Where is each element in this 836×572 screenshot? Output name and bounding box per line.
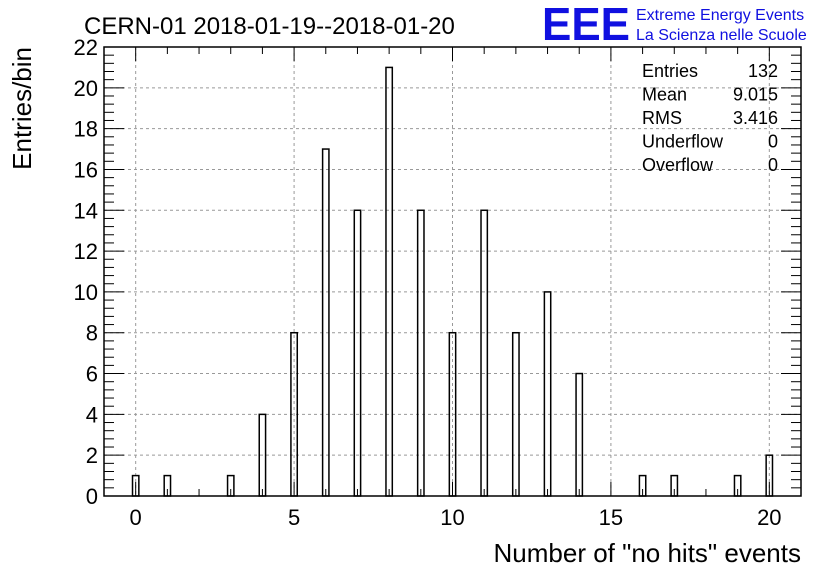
histogram-bar xyxy=(385,66,394,497)
y-tick-label: 6 xyxy=(86,362,98,387)
histogram-bar xyxy=(543,291,552,497)
logo-letters: EEE xyxy=(542,0,630,50)
stats-label: Entries xyxy=(642,61,698,81)
histogram-bar xyxy=(416,209,425,497)
x-tick-label: 0 xyxy=(130,505,142,530)
eee-logo: EEE Extreme Energy Events La Scienza nel… xyxy=(542,0,807,50)
stats-value: 132 xyxy=(748,61,778,81)
x-tick-label: 20 xyxy=(757,505,781,530)
plot-frame xyxy=(103,46,802,497)
y-tick-label: 16 xyxy=(74,157,98,182)
x-tick-label: 15 xyxy=(599,505,623,530)
histogram-bar xyxy=(480,209,489,497)
stats-value: 9.015 xyxy=(733,85,778,105)
y-tick-label: 22 xyxy=(74,35,98,60)
y-tick-label: 0 xyxy=(86,484,98,509)
logo-line-2: La Scienza nelle Scuole xyxy=(636,27,807,44)
y-tick-label: 20 xyxy=(74,76,98,101)
x-tick-label: 10 xyxy=(440,505,464,530)
grid-lines xyxy=(104,47,801,496)
histogram-bar xyxy=(575,372,584,497)
y-tick-label: 12 xyxy=(74,239,98,264)
histogram-bar xyxy=(353,209,362,497)
stats-label: RMS xyxy=(642,108,682,128)
x-tick-label: 5 xyxy=(288,505,300,530)
y-tick-label: 18 xyxy=(74,117,98,142)
y-tick-label: 10 xyxy=(74,280,98,305)
y-tick-label: 8 xyxy=(86,321,98,346)
y-tick-label: 14 xyxy=(74,198,98,223)
x-axis-label: Number of "no hits" events xyxy=(494,538,802,568)
logo-line-1: Extreme Energy Events xyxy=(636,7,804,24)
tick-labels: 0 2 4 6 8 10 12 14 16 18 20 22 0 5 10 15 20 xyxy=(74,35,782,530)
y-axis-label: Entries/bin xyxy=(7,47,37,170)
stats-label: Overflow xyxy=(642,155,714,175)
stats-label: Underflow xyxy=(642,132,724,152)
stats-label: Mean xyxy=(642,85,687,105)
y-tick-label: 4 xyxy=(86,402,98,427)
chart-title: CERN-01 2018-01-19--2018-01-20 xyxy=(84,13,455,40)
stats-value: 3.416 xyxy=(733,108,778,128)
y-tick-label: 2 xyxy=(86,443,98,468)
stats-value: 0 xyxy=(768,155,778,175)
stats-value: 0 xyxy=(768,132,778,152)
histogram-bar xyxy=(321,148,330,497)
stats-box: Entries 132 Mean 9.015 RMS 3.416 Underflow 0 Ove… xyxy=(642,61,778,175)
